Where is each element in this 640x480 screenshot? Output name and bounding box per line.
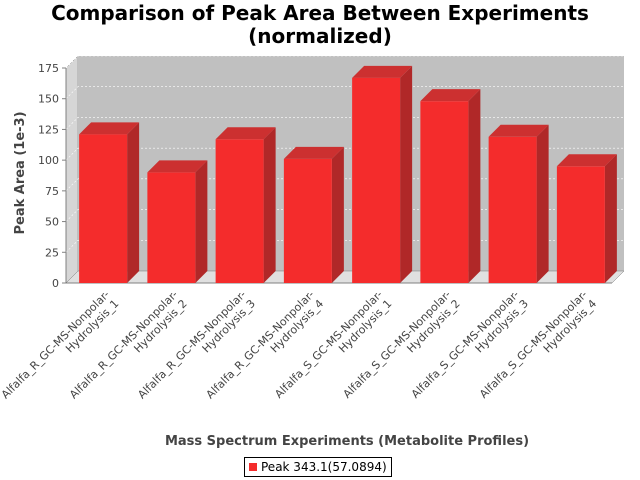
bar-top: [352, 65, 413, 78]
y-tick-label: 75: [45, 185, 59, 198]
x-tick-label-line: Alfalfa_R_GC-MS-Nonpolar-: [204, 288, 317, 401]
x-tick-label-line: Alfalfa_R_GC-MS-Nonpolar-: [135, 288, 248, 401]
bar-top: [556, 154, 617, 167]
bar-side: [604, 154, 617, 283]
bar-side: [195, 160, 208, 283]
y-tick-label: 50: [45, 216, 59, 229]
bar: [556, 166, 605, 283]
x-axis-label: Mass Spectrum Experiments (Metabolite Pr…: [165, 434, 529, 449]
y-axis-label: Peak Area (1e-3): [13, 111, 28, 234]
grid-line: [65, 55, 624, 69]
x-tick-label-line: Alfalfa_S_GC-MS-Nonpolar-: [477, 288, 590, 401]
legend: Peak 343.1(57.0894): [244, 457, 392, 477]
bar-top: [147, 160, 208, 173]
y-tick-label: 150: [38, 93, 59, 106]
bar-top: [215, 127, 276, 140]
y-tick-label: 100: [38, 154, 59, 167]
chart-title-line-1: Comparison of Peak Area Between Experime…: [51, 1, 589, 25]
y-tick-label: 175: [38, 62, 59, 75]
x-tick-label-line: Alfalfa_S_GC-MS-Nonpolar-: [409, 288, 522, 401]
legend-swatch: [249, 463, 257, 471]
bar-top: [283, 146, 344, 159]
chart-title: Comparison of Peak Area Between Experime…: [0, 2, 640, 48]
bar-side: [468, 89, 481, 284]
bar: [488, 136, 537, 283]
chart-title-line-2: (normalized): [248, 24, 392, 48]
y-tick-label: 125: [38, 123, 59, 136]
bar: [215, 139, 264, 283]
x-tick-label-line: Alfalfa_R_GC-MS-Nonpolar-: [67, 288, 180, 401]
x-tick-label-line: Alfalfa_S_GC-MS-Nonpolar-: [272, 288, 385, 401]
bar: [283, 158, 332, 283]
bar-side: [400, 65, 413, 283]
bar-top: [79, 122, 140, 135]
bar-side: [536, 124, 549, 283]
y-tick-label: 25: [45, 246, 59, 259]
bar: [352, 77, 401, 283]
plot-left-wall: [65, 55, 79, 284]
bar: [79, 134, 128, 283]
grid-line: [65, 86, 624, 99]
bar-side: [127, 122, 140, 283]
x-tick-label: Alfalfa_R_GC-MS-Nonpolar-Hydrolysis_1: [0, 288, 121, 411]
x-tick-label-line: Alfalfa_S_GC-MS-Nonpolar-: [341, 288, 454, 401]
bar: [420, 101, 469, 284]
x-tick-label-line: Alfalfa_R_GC-MS-Nonpolar-: [0, 288, 112, 401]
bar-top: [420, 89, 481, 102]
legend-label: Peak 343.1(57.0894): [261, 460, 387, 474]
bar-side: [331, 146, 344, 283]
bar: [147, 172, 196, 283]
y-tick-label: 0: [52, 277, 59, 290]
bar-top: [488, 124, 549, 137]
bar-side: [263, 127, 276, 283]
